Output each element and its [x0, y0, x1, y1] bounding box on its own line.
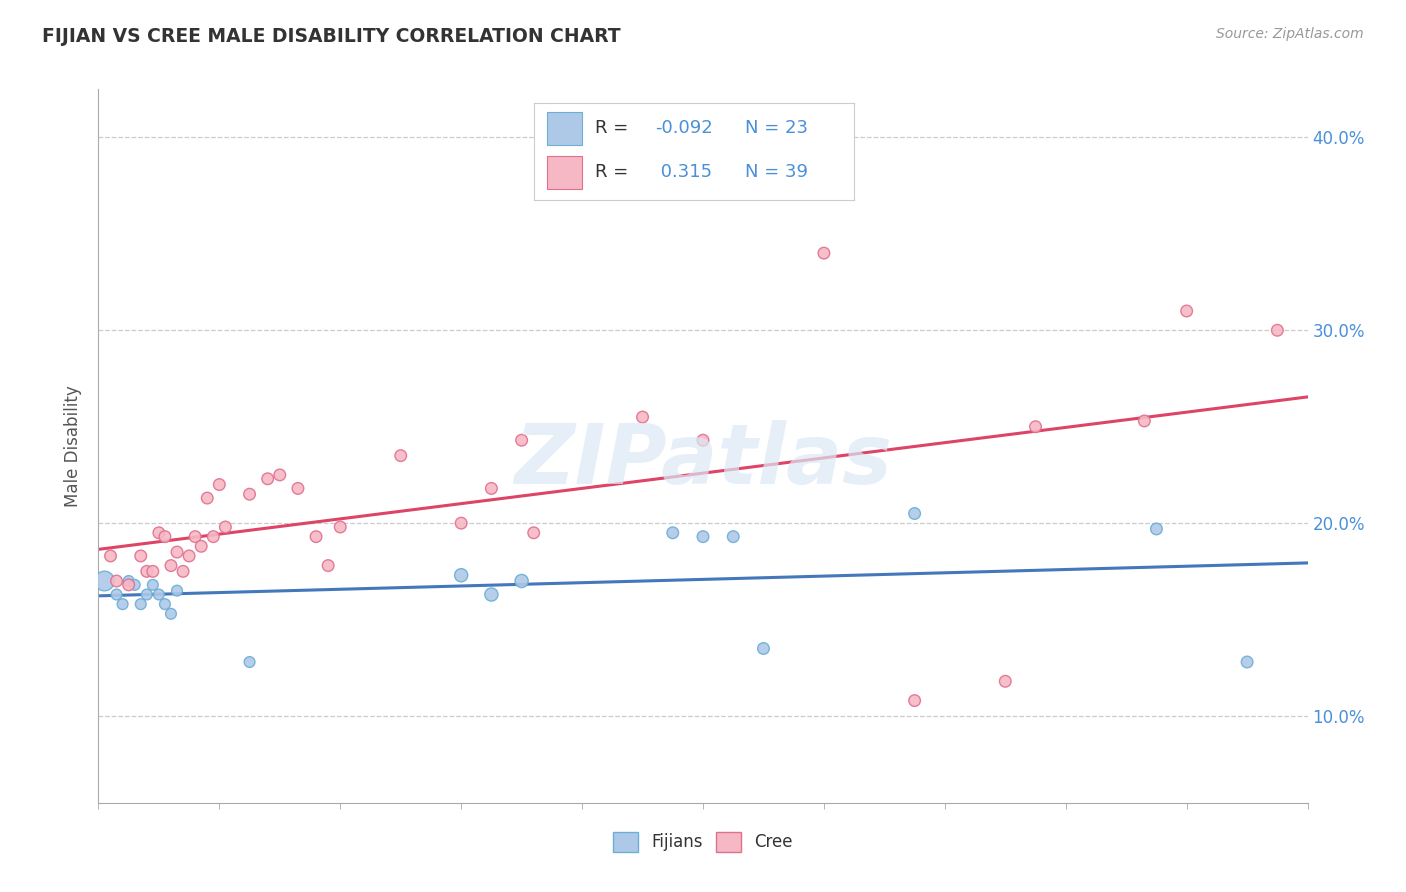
Text: FIJIAN VS CREE MALE DISABILITY CORRELATION CHART: FIJIAN VS CREE MALE DISABILITY CORRELATI…: [42, 27, 621, 45]
Point: [450, 568, 472, 582]
Point: [190, 539, 212, 553]
Point: [692, 530, 714, 544]
Point: [135, 587, 157, 601]
Legend: Fijians, Cree: Fijians, Cree: [606, 825, 800, 859]
Point: [1267, 323, 1289, 337]
Point: [118, 578, 141, 592]
Point: [166, 545, 188, 559]
Point: [105, 574, 128, 588]
Point: [195, 491, 218, 505]
Point: [450, 516, 472, 530]
Point: [100, 549, 122, 563]
Point: [1024, 419, 1046, 434]
Point: [631, 410, 654, 425]
Point: [994, 674, 1017, 689]
Point: [148, 587, 170, 601]
Point: [510, 574, 533, 588]
Point: [510, 434, 533, 448]
Point: [166, 583, 188, 598]
Point: [105, 587, 128, 601]
Point: [202, 530, 225, 544]
Point: [287, 482, 309, 496]
Point: [124, 578, 146, 592]
Point: [214, 520, 236, 534]
Point: [142, 578, 165, 592]
Point: [481, 482, 503, 496]
Point: [904, 507, 927, 521]
Point: [129, 597, 152, 611]
Point: [179, 549, 201, 563]
Point: [148, 525, 170, 540]
Point: [1236, 655, 1258, 669]
Point: [329, 520, 352, 534]
Point: [723, 530, 745, 544]
Point: [172, 565, 194, 579]
Y-axis label: Male Disability: Male Disability: [65, 385, 83, 507]
Point: [160, 558, 183, 573]
Point: [129, 549, 152, 563]
Point: [269, 467, 291, 482]
Point: [239, 655, 262, 669]
Point: [752, 641, 775, 656]
Point: [1144, 522, 1167, 536]
Point: [118, 574, 141, 588]
Point: [208, 477, 231, 491]
Point: [1133, 414, 1156, 428]
Point: [661, 525, 683, 540]
Point: [135, 565, 157, 579]
Text: Source: ZipAtlas.com: Source: ZipAtlas.com: [1216, 27, 1364, 41]
Text: ZIPatlas: ZIPatlas: [515, 420, 891, 500]
Point: [1175, 304, 1198, 318]
Point: [153, 530, 176, 544]
Point: [481, 587, 503, 601]
Point: [153, 597, 176, 611]
Point: [111, 597, 134, 611]
Point: [813, 246, 835, 260]
Point: [904, 693, 927, 707]
Point: [239, 487, 262, 501]
Point: [93, 574, 115, 588]
Point: [305, 530, 328, 544]
Point: [389, 449, 412, 463]
Point: [523, 525, 546, 540]
Point: [184, 530, 207, 544]
Point: [142, 565, 165, 579]
Point: [160, 607, 183, 621]
Point: [692, 434, 714, 448]
Point: [256, 472, 278, 486]
Point: [316, 558, 339, 573]
